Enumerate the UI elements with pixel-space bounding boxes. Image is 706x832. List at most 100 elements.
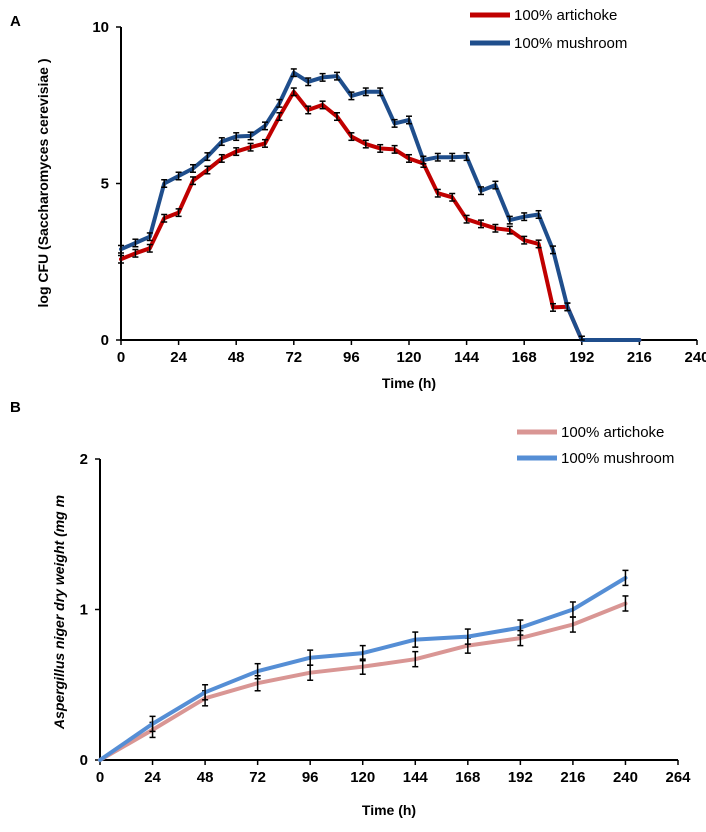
x-tick-label: 120 <box>396 349 421 366</box>
error-bar <box>550 302 556 312</box>
error-bar <box>478 219 484 229</box>
y-tick-label: 0 <box>80 752 88 769</box>
error-bar <box>233 132 240 142</box>
error-bar <box>204 152 211 162</box>
error-bar <box>262 138 268 148</box>
legend-label: 100% artichoke <box>514 7 617 24</box>
x-tick-label: 24 <box>170 349 187 366</box>
x-tick-label: 24 <box>144 769 161 786</box>
error-bar <box>578 335 585 341</box>
error-bar <box>362 87 369 97</box>
x-axis-label: Time (h) <box>362 802 416 818</box>
error-bar <box>449 152 456 162</box>
x-tick-label: 240 <box>613 769 638 786</box>
error-bar <box>464 628 471 645</box>
error-bar <box>149 715 156 733</box>
error-bar <box>362 139 369 149</box>
x-tick-label: 216 <box>627 349 652 366</box>
x-tick-label: 168 <box>455 769 480 786</box>
y-tick-label: 1 <box>80 602 88 619</box>
error-bar <box>406 115 412 125</box>
error-bar <box>319 72 326 82</box>
x-tick-label: 144 <box>403 769 429 786</box>
error-bar <box>550 245 556 255</box>
error-bar <box>254 662 261 680</box>
error-bar <box>305 77 312 87</box>
error-bar <box>463 214 470 224</box>
series-line--artichoke <box>98 601 628 762</box>
error-bar <box>420 155 427 165</box>
error-bar <box>190 163 196 173</box>
y-tick-label: 2 <box>80 451 88 468</box>
error-bar <box>449 192 456 202</box>
error-bar <box>478 186 484 196</box>
error-bar <box>161 213 168 223</box>
error-bar <box>218 153 225 163</box>
error-bar <box>391 118 398 128</box>
legend-label: 100% mushroom <box>514 35 627 52</box>
error-bar <box>535 239 542 249</box>
error-bar <box>391 144 398 154</box>
error-bar <box>190 176 196 186</box>
x-tick-label: 120 <box>350 769 375 786</box>
y-axis-label: Aspergillus niger dry weight (mg m <box>51 495 67 730</box>
error-bar <box>146 243 153 253</box>
error-bar <box>348 132 355 142</box>
x-tick-label: 96 <box>343 349 360 366</box>
error-bar <box>247 131 254 141</box>
error-bar <box>334 71 340 81</box>
error-bar <box>434 152 441 162</box>
error-bar <box>521 235 528 245</box>
error-bar <box>622 569 629 587</box>
error-bar <box>118 244 124 254</box>
error-bar <box>161 178 168 189</box>
error-bar <box>406 153 412 163</box>
panel-label: A <box>10 13 21 30</box>
error-bar <box>233 147 240 157</box>
error-bar <box>359 644 366 662</box>
series-line--artichoke <box>119 89 642 342</box>
x-axis-label: Time (h) <box>382 375 436 391</box>
error-bar <box>262 121 268 131</box>
error-bar <box>305 105 312 115</box>
error-bar <box>276 98 283 108</box>
error-bar <box>175 208 182 218</box>
error-bar <box>204 165 211 175</box>
series-line--mushroom <box>119 70 642 342</box>
error-bar <box>377 87 384 97</box>
y-axis-label: log CFU (Saccharomyces cerevisiae ) <box>35 58 51 307</box>
error-bar <box>202 684 209 701</box>
chart-panel-a: A 0 24 48 72 96 120 144 168 192 216 240 0 5 10 Time (h)… <box>10 7 706 391</box>
y-tick-label: 10 <box>92 19 109 36</box>
error-bar <box>290 87 297 97</box>
x-tick-label: 192 <box>508 769 533 786</box>
error-bar <box>535 209 542 219</box>
error-bar <box>569 601 576 618</box>
x-tick-label: 0 <box>117 349 125 366</box>
error-bar <box>412 631 419 648</box>
error-bar <box>118 254 124 264</box>
error-bar <box>492 180 499 190</box>
error-bar <box>622 595 629 612</box>
x-tick-label: 48 <box>197 769 214 786</box>
error-bar <box>307 649 314 666</box>
x-tick-label: 264 <box>665 769 691 786</box>
error-bar <box>564 302 571 312</box>
legend-label: 100% artichoke <box>561 424 664 441</box>
legend-label: 100% mushroom <box>561 450 674 467</box>
error-bar <box>290 68 297 78</box>
error-bar <box>175 171 182 181</box>
y-tick-label: 0 <box>101 332 109 349</box>
y-tick-label: 5 <box>101 176 109 193</box>
chart-panel-b: B 0 24 48 72 96 120 144 168 192 216 240 264 0 1 2 Time (… <box>10 399 691 818</box>
x-tick-label: 48 <box>228 349 245 366</box>
error-bar <box>377 143 384 153</box>
error-bar <box>506 215 513 225</box>
x-tick-label: 144 <box>454 349 480 366</box>
x-tick-label: 96 <box>302 769 319 786</box>
error-bar <box>463 152 470 162</box>
error-bar <box>132 238 139 248</box>
x-tick-label: 168 <box>512 349 537 366</box>
error-bar <box>276 112 283 122</box>
x-tick-label: 240 <box>684 349 706 366</box>
